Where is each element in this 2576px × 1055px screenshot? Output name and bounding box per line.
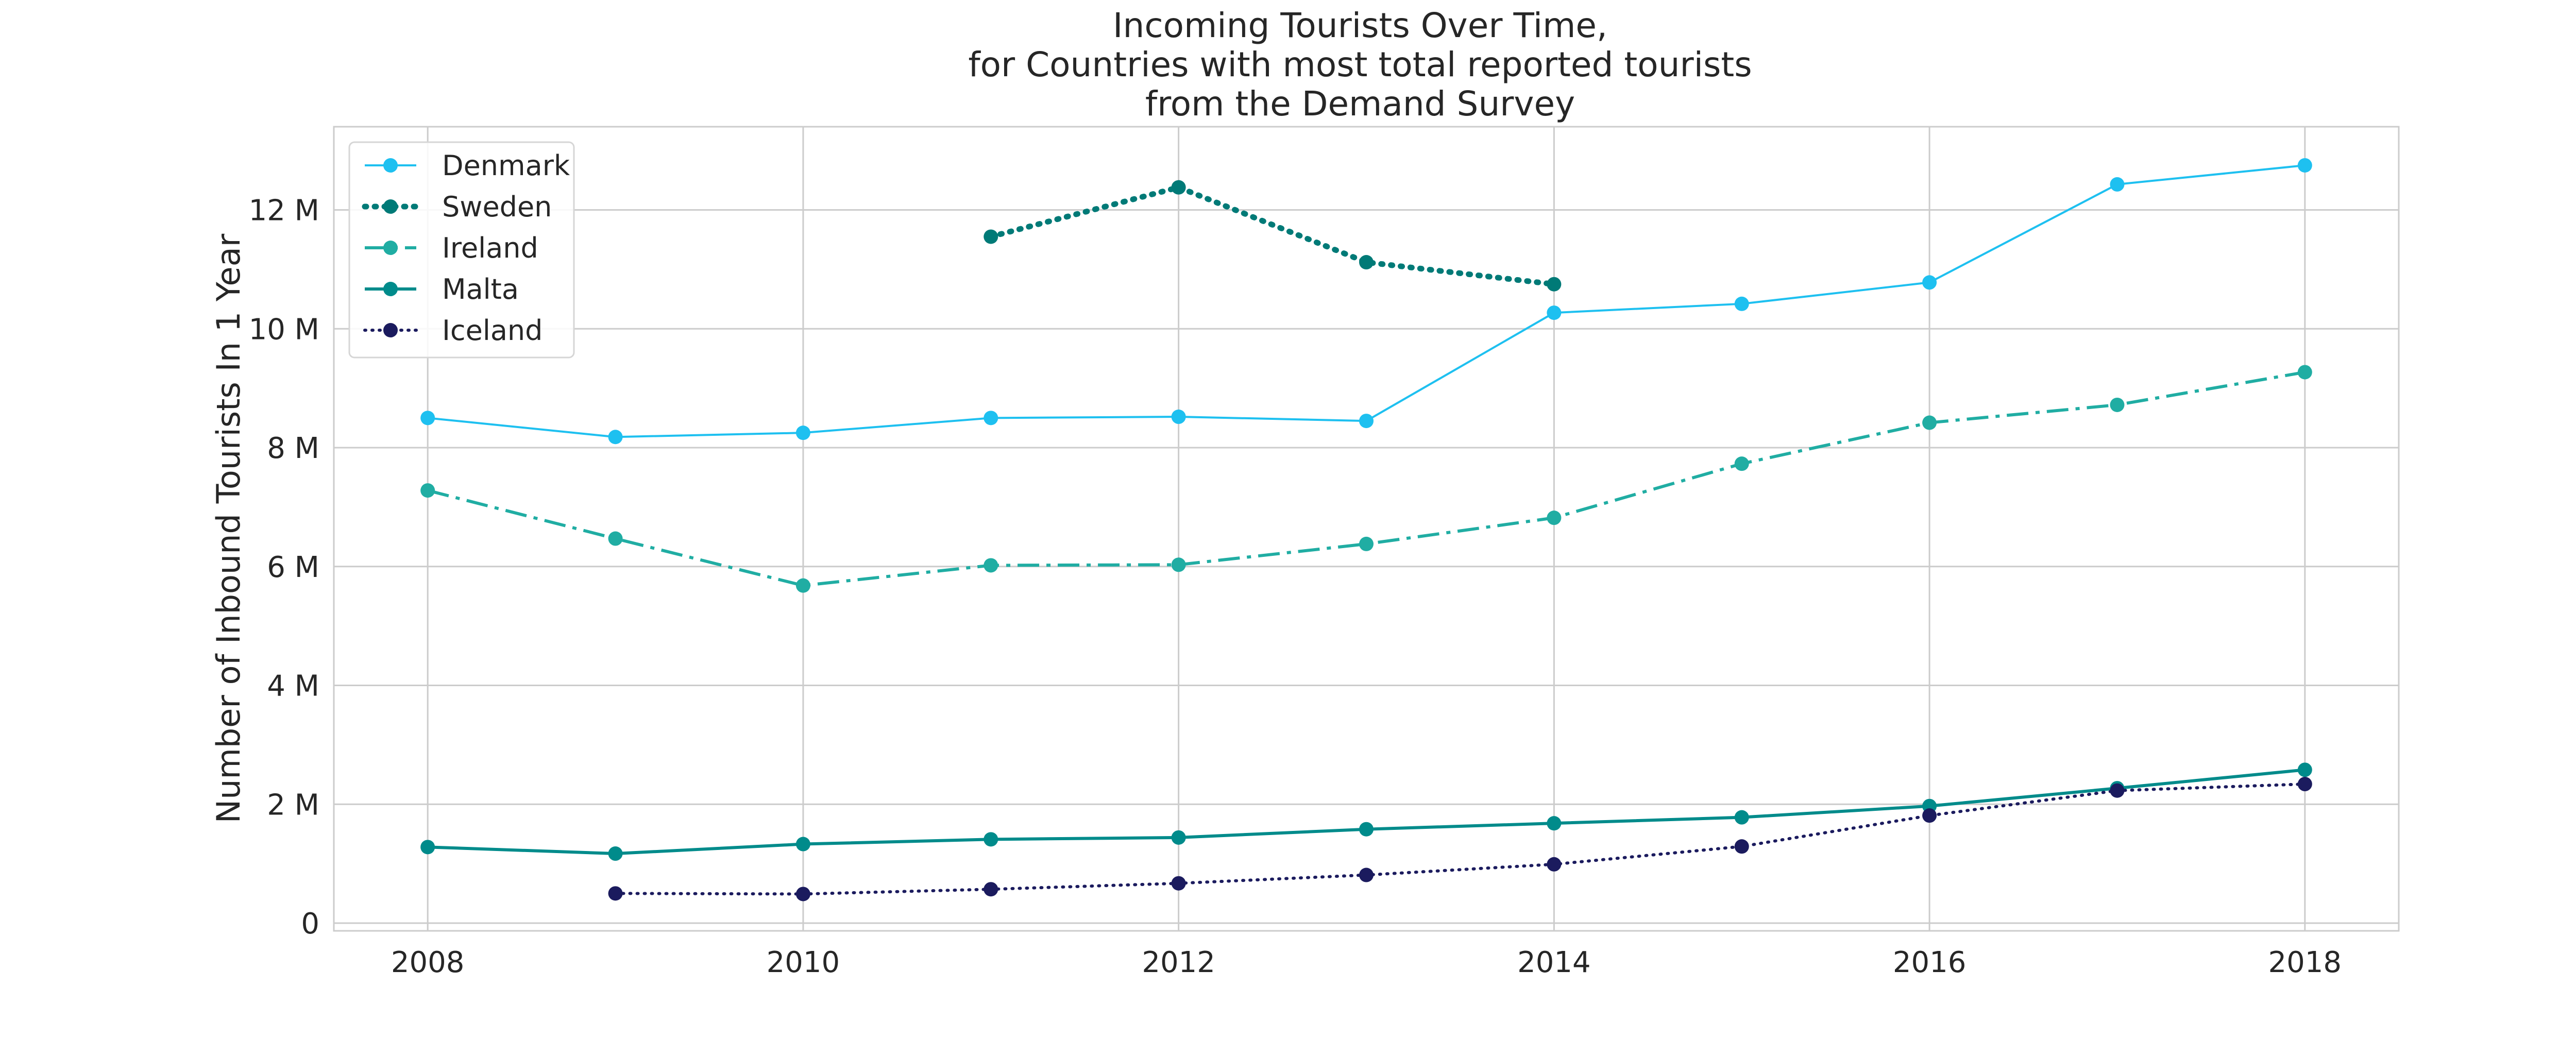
chart-title-line-3: from the Demand Survey — [1145, 84, 1575, 124]
data-point — [984, 558, 998, 573]
series-ireland — [420, 365, 2312, 593]
data-point — [1734, 456, 1749, 471]
data-point — [984, 832, 998, 847]
chart-title: Incoming Tourists Over Time, for Countri… — [968, 6, 1752, 124]
chart-title-line-2: for Countries with most total reported t… — [968, 45, 1752, 84]
data-point — [420, 483, 435, 498]
data-point — [1359, 867, 1374, 882]
data-point — [1922, 415, 1937, 430]
series-sweden — [984, 180, 1562, 292]
legend-item-ireland: Ireland — [365, 232, 538, 264]
data-point — [795, 578, 810, 593]
data-series — [420, 158, 2312, 901]
data-point — [1734, 839, 1749, 854]
legend-marker — [383, 282, 398, 296]
y-tick-labels: 0 2 M 4 M 6 M 8 M 10 M 12 M — [249, 194, 319, 941]
legend-marker — [383, 199, 398, 214]
data-point — [2110, 177, 2125, 192]
x-tick-label: 2012 — [1142, 946, 1215, 979]
x-tick-label: 2008 — [391, 946, 465, 979]
data-point — [1922, 275, 1937, 290]
plot-area-frame — [333, 126, 2400, 932]
y-tick-label: 2 M — [267, 788, 319, 822]
y-tick-label: 6 M — [267, 551, 319, 584]
legend-marker — [383, 158, 398, 173]
data-point — [1359, 822, 1374, 837]
data-point — [1734, 296, 1749, 311]
y-tick-label: 10 M — [249, 313, 319, 346]
series-iceland — [608, 777, 2312, 901]
series-line — [427, 164, 2306, 438]
series-line — [427, 370, 2306, 587]
legend-label: Denmark — [442, 149, 570, 182]
data-point — [1171, 557, 1186, 572]
data-point — [608, 430, 623, 445]
data-point — [1171, 180, 1186, 195]
data-point — [2297, 158, 2312, 173]
data-point — [420, 840, 435, 855]
series-malta — [420, 762, 2312, 861]
legend-label: Iceland — [442, 314, 543, 347]
data-point — [1171, 410, 1186, 424]
legend-item-malta: Malta — [365, 273, 519, 305]
data-point — [608, 886, 623, 901]
data-point — [984, 411, 998, 426]
series-line — [614, 782, 2307, 896]
legend-marker — [383, 241, 398, 255]
series-denmark — [420, 158, 2312, 445]
legend-label: Malta — [442, 273, 519, 305]
series-line — [428, 768, 2306, 856]
data-point — [1359, 536, 1374, 551]
y-tick-label: 8 M — [267, 432, 319, 465]
legend: Denmark Sweden Ireland Malta Iceland — [348, 141, 575, 359]
data-point — [1359, 255, 1374, 270]
legend-box — [348, 141, 575, 359]
legend-label: Sweden — [442, 191, 552, 223]
data-point — [1547, 511, 1562, 525]
data-point — [1547, 816, 1562, 831]
data-point — [795, 887, 810, 901]
data-point — [420, 411, 435, 426]
data-point — [1171, 876, 1186, 891]
legend-item-sweden: Sweden — [362, 191, 552, 223]
data-point — [2110, 397, 2125, 412]
data-point — [1922, 808, 1937, 823]
data-point — [1734, 810, 1749, 825]
gridlines — [334, 127, 2399, 931]
chart-title-line-1: Incoming Tourists Over Time, — [1113, 6, 1607, 45]
y-axis-label: Number of Inbound Tourists In 1 Year — [210, 233, 247, 823]
data-point — [795, 837, 810, 852]
legend-item-denmark: Denmark — [365, 149, 570, 182]
data-point — [2297, 365, 2312, 380]
x-tick-label: 2010 — [767, 946, 840, 979]
data-point — [984, 229, 998, 244]
data-point — [2297, 777, 2312, 792]
y-tick-label: 12 M — [249, 194, 319, 228]
data-point — [2110, 783, 2125, 798]
data-point — [1547, 857, 1562, 872]
series-line — [988, 184, 1557, 287]
legend-marker — [383, 323, 398, 337]
data-point — [1359, 414, 1374, 429]
x-tick-label: 2018 — [2268, 946, 2342, 979]
data-point — [1547, 305, 1562, 320]
data-point — [1171, 830, 1186, 845]
data-point — [1547, 277, 1562, 292]
data-point — [795, 426, 810, 440]
x-tick-labels: 2008 2010 2012 2014 2016 2018 — [391, 946, 2342, 979]
y-tick-label: 0 — [301, 907, 319, 941]
data-point — [608, 846, 623, 861]
y-tick-label: 4 M — [267, 670, 319, 703]
data-point — [984, 882, 998, 897]
x-tick-label: 2014 — [1517, 946, 1591, 979]
legend-label: Ireland — [442, 232, 538, 264]
data-point — [2297, 762, 2312, 777]
legend-item-iceland: Iceland — [363, 314, 543, 347]
x-tick-label: 2016 — [1893, 946, 1967, 979]
data-point — [608, 531, 623, 546]
